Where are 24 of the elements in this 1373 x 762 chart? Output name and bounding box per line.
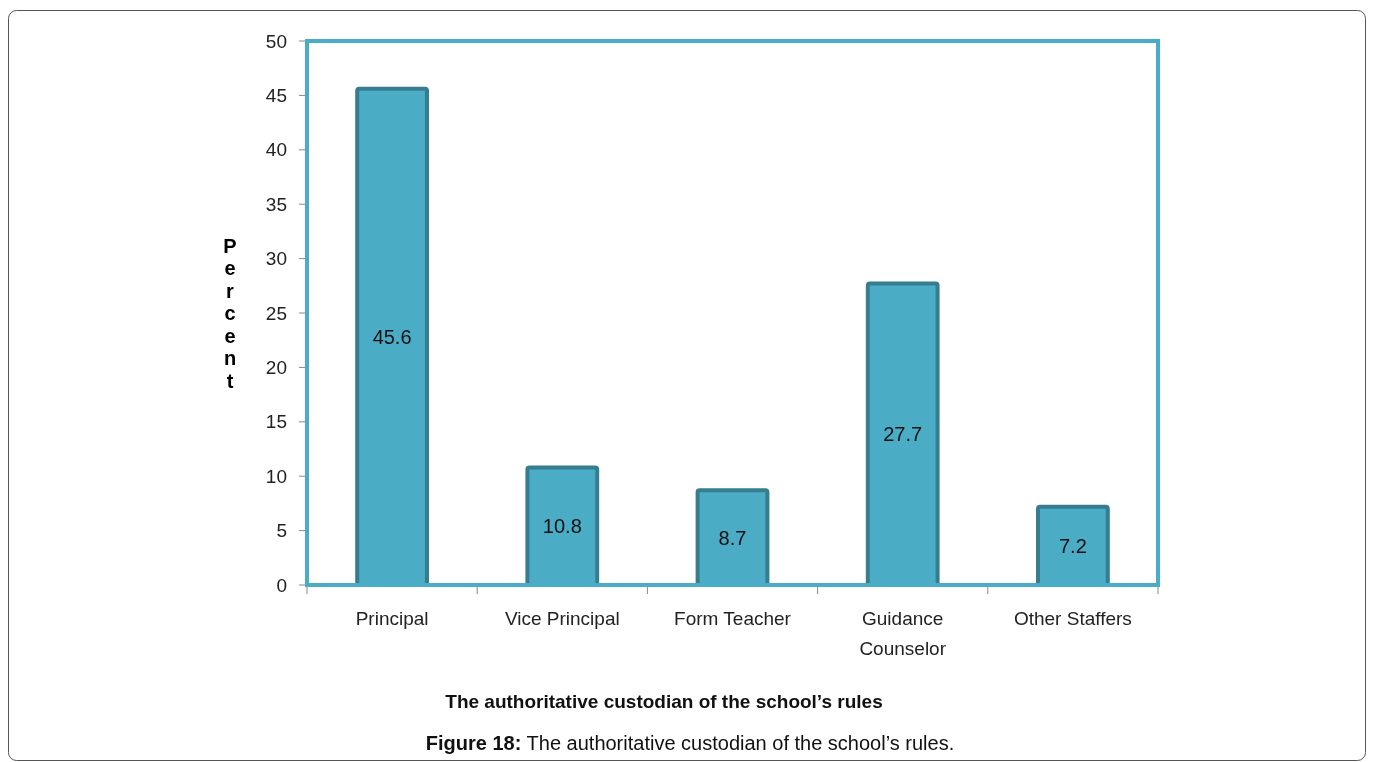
y-tick-label: 5 xyxy=(276,520,287,542)
y-tick-label: 40 xyxy=(265,139,287,161)
x-tick-label: Other Staffers xyxy=(1013,608,1132,629)
y-tick-label: 20 xyxy=(265,356,287,378)
x-axis-title: The authoritative custodian of the school’s rules xyxy=(445,691,883,712)
y-tick-label: 45 xyxy=(265,84,287,106)
x-tick-label: Principal xyxy=(355,608,429,629)
x-tick-label: Guidance Counselor xyxy=(859,608,947,659)
y-axis-title: Percent xyxy=(223,234,237,392)
y-tick-label: 10 xyxy=(265,465,287,487)
data-label: 10.8 xyxy=(542,515,582,538)
x-tick-label: Form Teacher xyxy=(674,608,792,629)
y-tick-label: 0 xyxy=(276,574,287,596)
x-tick-label: Vice Principal xyxy=(504,608,620,629)
y-tick-label: 30 xyxy=(265,248,287,270)
data-label: 45.6 xyxy=(372,325,412,348)
y-tick-label: 50 xyxy=(265,30,287,52)
caption: Figure 18: The authoritative custodian of the school’s rules. xyxy=(425,732,955,754)
data-label: 7.2 xyxy=(1058,534,1087,557)
y-tick-label: 25 xyxy=(265,302,287,324)
data-label: 27.7 xyxy=(883,423,923,446)
y-tick-label: 35 xyxy=(265,193,287,215)
data-label: 8.7 xyxy=(718,526,747,549)
y-tick-label: 15 xyxy=(265,411,287,433)
